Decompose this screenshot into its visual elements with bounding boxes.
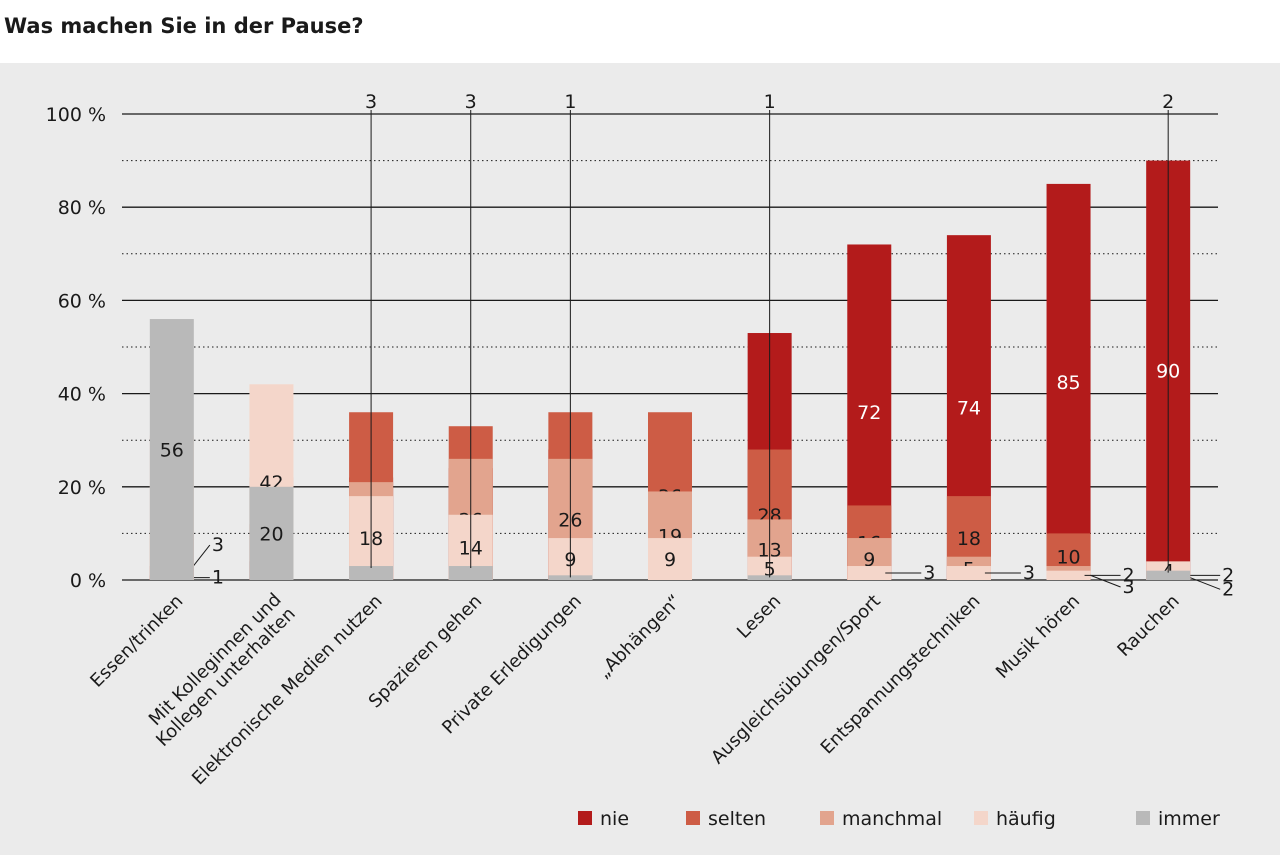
data-label: 2 <box>1162 91 1174 113</box>
category-label-line: Musik hören <box>992 591 1084 683</box>
data-label: 72 <box>857 402 881 424</box>
data-label: 9 <box>664 549 676 571</box>
chart-title: Was machen Sie in der Pause? <box>4 14 364 38</box>
category-label: Essen/trinken <box>86 591 187 692</box>
data-label: 20 <box>259 523 283 545</box>
legend-swatch <box>974 811 988 825</box>
bar-segment <box>946 566 991 580</box>
bar-segment <box>1046 183 1091 580</box>
y-tick-label: 80 % <box>58 197 106 219</box>
category-label: Lesen <box>733 591 785 643</box>
category-label-line: „Abhängen“ <box>593 591 685 683</box>
bar-segment <box>747 575 792 580</box>
data-label: 2 <box>1222 564 1234 586</box>
category-label-line: Kollegen unterhalten <box>152 603 300 751</box>
y-tick-label: 40 % <box>58 384 106 406</box>
legend-label: selten <box>708 808 766 830</box>
data-label: 1 <box>212 567 224 589</box>
category-label-line: Entspannungstechniken <box>817 591 985 759</box>
y-tick-label: 100 % <box>46 104 106 126</box>
data-label: 1 <box>764 91 776 113</box>
data-label: 3 <box>465 91 477 113</box>
data-label: 2 <box>1123 564 1135 586</box>
data-label: 18 <box>957 528 981 550</box>
data-label: 9 <box>863 549 875 571</box>
category-label: Entspannungstechniken <box>817 591 985 759</box>
data-label: 3 <box>923 562 935 584</box>
legend-swatch <box>686 811 700 825</box>
y-tick-label: 0 % <box>70 570 106 592</box>
data-label: 74 <box>957 398 981 420</box>
data-label: 3 <box>1023 562 1035 584</box>
data-label: 1 <box>564 91 576 113</box>
bar-segment <box>149 319 194 580</box>
data-label: 3 <box>212 534 224 556</box>
category-label-line: Rauchen <box>1113 591 1183 661</box>
data-label: 56 <box>160 440 184 462</box>
legend-label: häufig <box>996 808 1056 830</box>
bar-segment <box>847 566 892 580</box>
bar-segment <box>648 538 692 580</box>
data-label: 85 <box>1056 372 1080 394</box>
y-tick-label: 60 % <box>58 290 106 312</box>
category-label-line: Ausgleichsübungen/Sport <box>707 591 885 769</box>
legend-label: immer <box>1158 808 1220 830</box>
bar-segment <box>349 566 394 580</box>
bar-segment <box>249 486 294 580</box>
legend-label: nie <box>600 808 629 830</box>
category-label: Musik hören <box>992 591 1084 683</box>
legend-swatch <box>1136 811 1150 825</box>
legend-swatch <box>820 811 834 825</box>
data-label: 3 <box>365 91 377 113</box>
legend-label: manchmal <box>842 808 942 830</box>
legend-swatch <box>578 811 592 825</box>
category-label: Rauchen <box>1113 591 1183 661</box>
data-label: 2 <box>1222 578 1234 600</box>
bar-segment <box>548 575 593 580</box>
data-label: 3 <box>1123 576 1135 598</box>
category-label: Ausgleichsübungen/Sport <box>707 591 885 769</box>
category-label-line: Lesen <box>733 591 785 643</box>
bar-segment <box>1046 570 1091 580</box>
category-label: „Abhängen“ <box>593 591 685 683</box>
category-label-line: Essen/trinken <box>86 591 187 692</box>
y-tick-label: 20 % <box>58 477 106 499</box>
data-label: 10 <box>1056 547 1080 569</box>
bar-segment <box>1146 570 1191 580</box>
bar-segment <box>448 566 493 580</box>
